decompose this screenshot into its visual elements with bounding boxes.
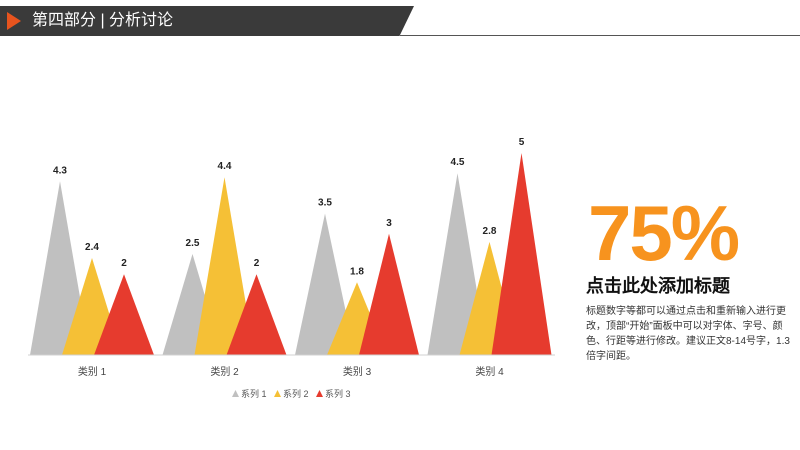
triangle-bar [491,153,552,355]
data-label: 1.8 [350,266,364,277]
data-label: 4.3 [53,165,67,176]
play-arrow-icon [7,12,21,30]
side-title: 点击此处添加标题 [586,276,730,296]
big-percent: 75% [588,189,740,277]
data-label: 2.4 [85,242,99,253]
triangle-bar [30,181,90,355]
category-label: 类别 4 [475,365,504,378]
category-label: 类别 1 [78,365,107,378]
header: 第四部分 | 分析讨论 [0,0,800,40]
triangle-bar [94,274,154,355]
triangle-bar [226,274,287,355]
legend-marker [232,390,239,397]
data-label: 5 [519,137,525,148]
data-label: 3 [386,218,392,229]
data-label: 2 [254,258,260,269]
legend-label: 系列 2 [283,388,309,399]
category-label: 类别 3 [343,365,372,378]
triangle-bar [295,213,355,355]
header-divider [400,35,800,36]
triangle-bar [194,177,255,355]
legend-label: 系列 3 [325,388,351,399]
legend-marker [316,390,323,397]
header-bar [0,6,414,36]
category-label: 类别 2 [210,365,239,378]
data-label: 2 [121,258,127,269]
triangle-bar [359,233,419,355]
data-label: 4.4 [218,161,232,172]
data-label: 2.8 [483,226,497,237]
data-label: 4.5 [451,157,465,168]
data-label: 3.5 [318,198,332,209]
legend-marker [274,390,281,397]
side-body-text: 标题数字等都可以通过点击和重新输入进行更改，顶部“开始”面板中可以对字体、字号、… [586,306,790,362]
legend-label: 系列 1 [241,388,267,399]
page-title: 第四部分 | 分析讨论 [32,12,174,29]
data-label: 2.5 [186,238,200,249]
